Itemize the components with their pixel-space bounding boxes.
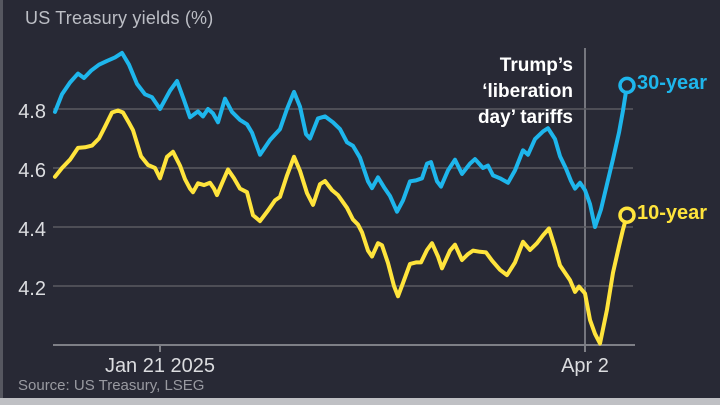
y-tick-label: 4.2 — [18, 278, 46, 300]
event-annotation: Trump’s ‘liberation day’ tariffs — [478, 53, 573, 131]
y-tick-label: 4.8 — [18, 101, 46, 123]
annotation-line-1: Trump’s — [499, 55, 573, 76]
x-tick-label: Jan 21 2025 — [105, 355, 215, 377]
series-endpoint-marker-30-year — [618, 76, 636, 95]
y-tick-label: 4.4 — [18, 219, 46, 241]
frame-left-edge — [0, 0, 3, 398]
y-tick-label: 4.6 — [18, 160, 46, 182]
series-endpoint-marker-10-year — [618, 206, 636, 224]
series-line-10-year — [53, 108, 629, 346]
series-label-10-year: 10-year — [637, 202, 708, 225]
chart-title: US Treasury yields (%) — [25, 8, 214, 28]
annotation-line-3: day’ tariffs — [477, 107, 573, 128]
source-credit: Source: US Treasury, LSEG — [18, 377, 205, 394]
x-tick-label: Apr 2 — [561, 355, 609, 377]
series-label-30-year: 30-year — [637, 72, 708, 95]
frame-bottom-edge — [0, 398, 720, 405]
annotation-line-2: ‘liberation — [482, 81, 573, 102]
series-line-30-year — [53, 50, 629, 229]
